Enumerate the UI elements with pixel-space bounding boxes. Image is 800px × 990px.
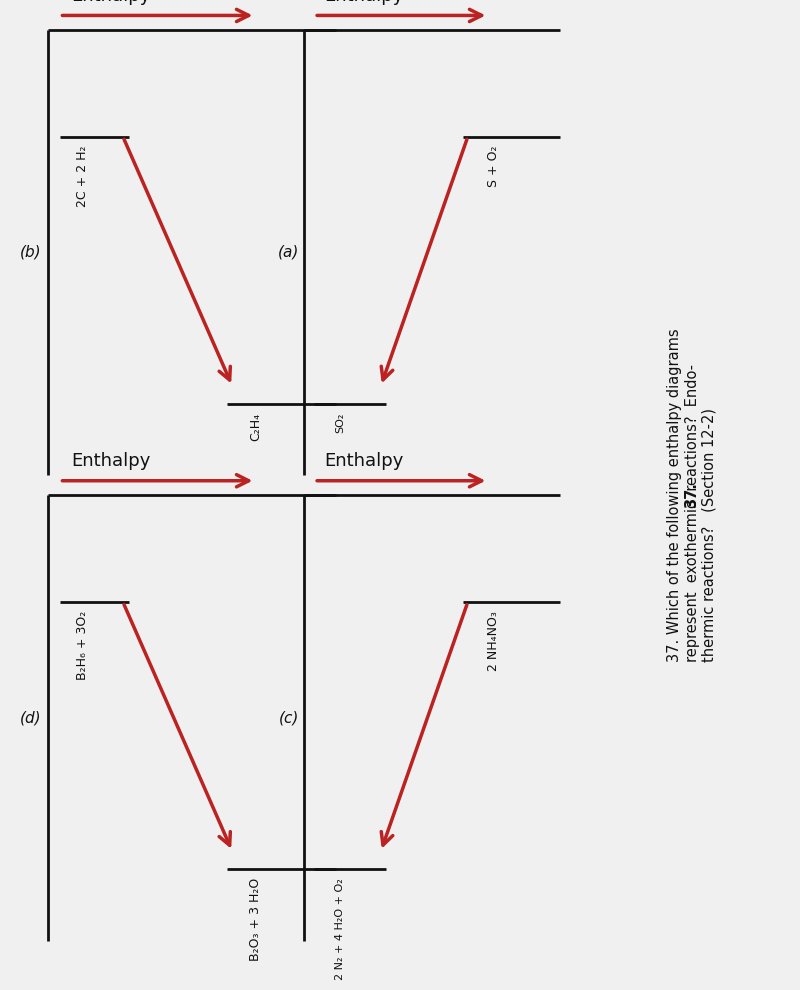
Text: SO₂: SO₂ — [335, 413, 345, 434]
Text: (d): (d) — [20, 710, 42, 726]
Text: S + O₂: S + O₂ — [487, 146, 500, 187]
Text: Enthalpy: Enthalpy — [325, 0, 404, 5]
Text: C₂H₄: C₂H₄ — [249, 413, 262, 441]
Text: B₂H₆ + 3O₂: B₂H₆ + 3O₂ — [76, 611, 89, 680]
Text: 37.: 37. — [685, 482, 699, 508]
Text: (b): (b) — [20, 245, 42, 260]
Text: Enthalpy: Enthalpy — [71, 452, 150, 470]
Text: 2C + 2 H₂: 2C + 2 H₂ — [76, 146, 89, 207]
Text: B₂O₃ + 3 H₂O: B₂O₃ + 3 H₂O — [249, 878, 262, 961]
Text: 37. Which of the following enthalpy diagrams
represent  exothermic  reactions?  : 37. Which of the following enthalpy diag… — [667, 329, 717, 661]
Text: 2 N₂ + 4 H₂O + O₂: 2 N₂ + 4 H₂O + O₂ — [335, 878, 345, 980]
Text: Enthalpy: Enthalpy — [71, 0, 150, 5]
Text: (c): (c) — [278, 710, 299, 726]
Text: 2 NH₄NO₃: 2 NH₄NO₃ — [487, 611, 500, 670]
Text: (a): (a) — [278, 245, 299, 260]
Text: Enthalpy: Enthalpy — [325, 452, 404, 470]
